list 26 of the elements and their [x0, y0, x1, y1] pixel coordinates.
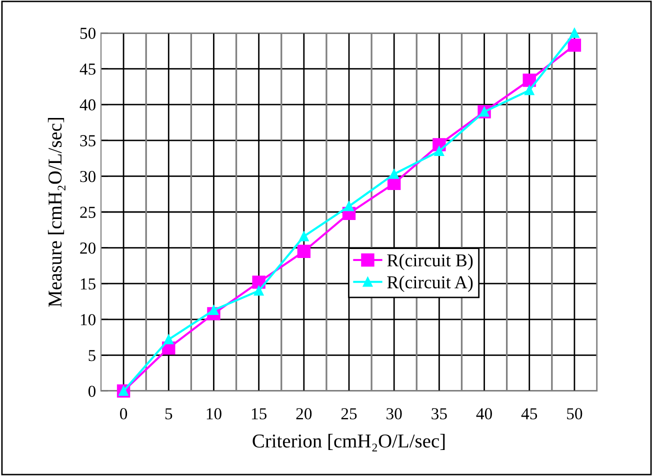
y-tick-label: 20 — [80, 242, 96, 254]
x-tick-label: 10 — [206, 408, 222, 420]
legend-label: R(circuit B) — [387, 254, 473, 270]
y-tick-label: 50 — [80, 28, 96, 39]
y-tick-label: 30 — [80, 170, 96, 182]
x-tick-label: 50 — [567, 408, 582, 420]
y-tick-label: 35 — [80, 135, 96, 146]
y-tick-label: 40 — [80, 99, 96, 111]
y-tick-label: 10 — [80, 314, 96, 326]
x-tick-label: 30 — [386, 408, 402, 420]
x-tick-label: 15 — [252, 408, 266, 420]
y-axis-title: Measure [cmH₂O/L/sec] — [48, 118, 66, 307]
x-tick-label: 25 — [341, 408, 357, 420]
x-tick-label: 0 — [120, 408, 128, 420]
y-tick-label: 0 — [88, 386, 96, 397]
y-tick-label: 25 — [80, 206, 96, 218]
x-axis-title: Criterion [cmH₂O/L/sec] — [252, 434, 445, 452]
y-tick-label: 5 — [88, 350, 96, 362]
x-tick-label: 35 — [432, 408, 447, 420]
legend-label: R(circuit A) — [387, 276, 473, 292]
x-tick-label: 5 — [165, 408, 172, 420]
x-tick-label: 20 — [296, 408, 312, 420]
y-tick-label: 15 — [80, 278, 96, 290]
y-tick-label: 45 — [80, 64, 96, 75]
x-tick-label: 45 — [521, 408, 538, 420]
x-tick-label: 40 — [476, 408, 492, 420]
